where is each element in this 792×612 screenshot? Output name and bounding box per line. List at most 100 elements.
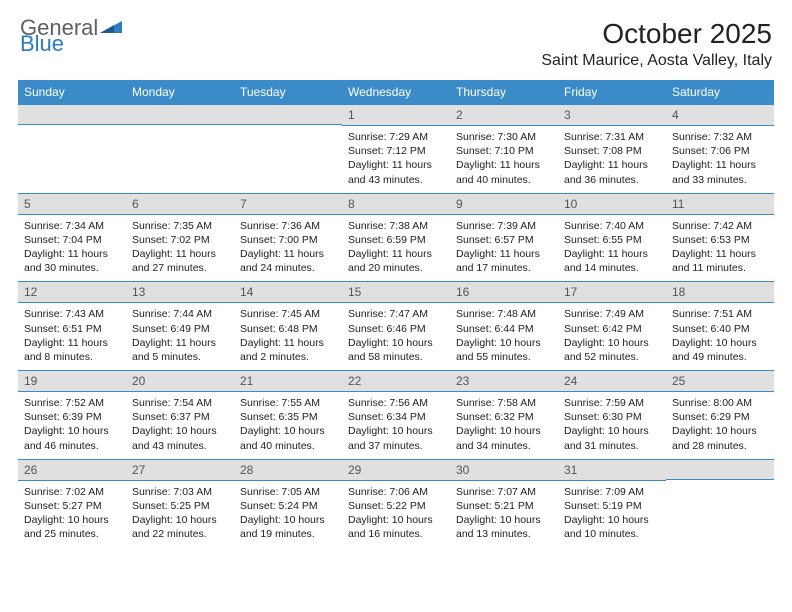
day-number: 19	[18, 371, 126, 392]
sunset-line: Sunset: 5:25 PM	[132, 499, 228, 513]
sunrise-line: Sunrise: 7:48 AM	[456, 307, 552, 321]
day-number: 6	[126, 194, 234, 215]
day-of-week-header: Saturday	[666, 80, 774, 105]
day-number: 22	[342, 371, 450, 392]
sunrise-line: Sunrise: 7:52 AM	[24, 396, 120, 410]
day-of-week-header: Friday	[558, 80, 666, 105]
month-title: October 2025	[541, 18, 772, 50]
sunset-line: Sunset: 6:40 PM	[672, 322, 768, 336]
page-header: General Blue October 2025 Saint Maurice,…	[0, 0, 792, 74]
calendar-day-cell: 7Sunrise: 7:36 AMSunset: 7:00 PMDaylight…	[234, 193, 342, 282]
day-details: Sunrise: 7:31 AMSunset: 7:08 PMDaylight:…	[558, 126, 666, 193]
daylight-line: Daylight: 11 hours and 5 minutes.	[132, 336, 228, 364]
sunrise-line: Sunrise: 7:47 AM	[348, 307, 444, 321]
daylight-line: Daylight: 11 hours and 20 minutes.	[348, 247, 444, 275]
sunrise-line: Sunrise: 7:31 AM	[564, 130, 660, 144]
day-number: 25	[666, 371, 774, 392]
sunset-line: Sunset: 7:06 PM	[672, 144, 768, 158]
sunset-line: Sunset: 7:00 PM	[240, 233, 336, 247]
sunset-line: Sunset: 6:59 PM	[348, 233, 444, 247]
daylight-line: Daylight: 10 hours and 58 minutes.	[348, 336, 444, 364]
day-details: Sunrise: 7:38 AMSunset: 6:59 PMDaylight:…	[342, 215, 450, 282]
daylight-line: Daylight: 10 hours and 46 minutes.	[24, 424, 120, 452]
calendar-table: SundayMondayTuesdayWednesdayThursdayFrid…	[18, 80, 774, 547]
sunrise-line: Sunrise: 7:42 AM	[672, 219, 768, 233]
sunset-line: Sunset: 5:21 PM	[456, 499, 552, 513]
sunrise-line: Sunrise: 7:02 AM	[24, 485, 120, 499]
calendar-day-cell: 23Sunrise: 7:58 AMSunset: 6:32 PMDayligh…	[450, 371, 558, 460]
day-details: Sunrise: 7:39 AMSunset: 6:57 PMDaylight:…	[450, 215, 558, 282]
day-details: Sunrise: 7:30 AMSunset: 7:10 PMDaylight:…	[450, 126, 558, 193]
sunrise-line: Sunrise: 7:35 AM	[132, 219, 228, 233]
sunset-line: Sunset: 5:24 PM	[240, 499, 336, 513]
daylight-line: Daylight: 11 hours and 40 minutes.	[456, 158, 552, 186]
day-details: Sunrise: 7:51 AMSunset: 6:40 PMDaylight:…	[666, 303, 774, 370]
sunset-line: Sunset: 5:22 PM	[348, 499, 444, 513]
calendar-day-cell: 5Sunrise: 7:34 AMSunset: 7:04 PMDaylight…	[18, 193, 126, 282]
sunset-line: Sunset: 5:27 PM	[24, 499, 120, 513]
day-number: 9	[450, 194, 558, 215]
sunrise-line: Sunrise: 7:40 AM	[564, 219, 660, 233]
calendar-day-cell	[18, 105, 126, 194]
day-details: Sunrise: 7:35 AMSunset: 7:02 PMDaylight:…	[126, 215, 234, 282]
sunrise-line: Sunrise: 7:43 AM	[24, 307, 120, 321]
day-number: 10	[558, 194, 666, 215]
day-details: Sunrise: 8:00 AMSunset: 6:29 PMDaylight:…	[666, 392, 774, 459]
day-number: 7	[234, 194, 342, 215]
day-details: Sunrise: 7:55 AMSunset: 6:35 PMDaylight:…	[234, 392, 342, 459]
day-details: Sunrise: 7:34 AMSunset: 7:04 PMDaylight:…	[18, 215, 126, 282]
daylight-line: Daylight: 11 hours and 17 minutes.	[456, 247, 552, 275]
day-of-week-header-row: SundayMondayTuesdayWednesdayThursdayFrid…	[18, 80, 774, 105]
calendar-day-cell: 28Sunrise: 7:05 AMSunset: 5:24 PMDayligh…	[234, 459, 342, 547]
calendar-day-cell: 29Sunrise: 7:06 AMSunset: 5:22 PMDayligh…	[342, 459, 450, 547]
sunrise-line: Sunrise: 7:56 AM	[348, 396, 444, 410]
daylight-line: Daylight: 10 hours and 28 minutes.	[672, 424, 768, 452]
sunrise-line: Sunrise: 7:09 AM	[564, 485, 660, 499]
daylight-line: Daylight: 11 hours and 8 minutes.	[24, 336, 120, 364]
sunset-line: Sunset: 6:37 PM	[132, 410, 228, 424]
day-details: Sunrise: 7:58 AMSunset: 6:32 PMDaylight:…	[450, 392, 558, 459]
sunset-line: Sunset: 6:34 PM	[348, 410, 444, 424]
daylight-line: Daylight: 10 hours and 55 minutes.	[456, 336, 552, 364]
sunset-line: Sunset: 7:10 PM	[456, 144, 552, 158]
sunset-line: Sunset: 6:35 PM	[240, 410, 336, 424]
calendar-day-cell: 2Sunrise: 7:30 AMSunset: 7:10 PMDaylight…	[450, 105, 558, 194]
daylight-line: Daylight: 11 hours and 43 minutes.	[348, 158, 444, 186]
sunrise-line: Sunrise: 7:49 AM	[564, 307, 660, 321]
day-details: Sunrise: 7:05 AMSunset: 5:24 PMDaylight:…	[234, 481, 342, 548]
day-number: 15	[342, 282, 450, 303]
day-number: 30	[450, 460, 558, 481]
calendar-day-cell: 27Sunrise: 7:03 AMSunset: 5:25 PMDayligh…	[126, 459, 234, 547]
day-number: 12	[18, 282, 126, 303]
sunset-line: Sunset: 7:04 PM	[24, 233, 120, 247]
calendar-week-row: 5Sunrise: 7:34 AMSunset: 7:04 PMDaylight…	[18, 193, 774, 282]
daylight-line: Daylight: 11 hours and 27 minutes.	[132, 247, 228, 275]
sunrise-line: Sunrise: 7:38 AM	[348, 219, 444, 233]
calendar-day-cell: 3Sunrise: 7:31 AMSunset: 7:08 PMDaylight…	[558, 105, 666, 194]
daylight-line: Daylight: 11 hours and 14 minutes.	[564, 247, 660, 275]
day-details: Sunrise: 7:29 AMSunset: 7:12 PMDaylight:…	[342, 126, 450, 193]
sunset-line: Sunset: 6:44 PM	[456, 322, 552, 336]
calendar-day-cell: 26Sunrise: 7:02 AMSunset: 5:27 PMDayligh…	[18, 459, 126, 547]
day-details: Sunrise: 7:45 AMSunset: 6:48 PMDaylight:…	[234, 303, 342, 370]
sunrise-line: Sunrise: 7:03 AM	[132, 485, 228, 499]
sunset-line: Sunset: 7:08 PM	[564, 144, 660, 158]
day-of-week-header: Tuesday	[234, 80, 342, 105]
day-number: 27	[126, 460, 234, 481]
day-details: Sunrise: 7:43 AMSunset: 6:51 PMDaylight:…	[18, 303, 126, 370]
sunrise-line: Sunrise: 7:30 AM	[456, 130, 552, 144]
sunset-line: Sunset: 6:46 PM	[348, 322, 444, 336]
calendar-week-row: 1Sunrise: 7:29 AMSunset: 7:12 PMDaylight…	[18, 105, 774, 194]
calendar-day-cell: 24Sunrise: 7:59 AMSunset: 6:30 PMDayligh…	[558, 371, 666, 460]
daylight-line: Daylight: 11 hours and 24 minutes.	[240, 247, 336, 275]
day-number: 4	[666, 105, 774, 126]
day-number: 14	[234, 282, 342, 303]
day-of-week-header: Monday	[126, 80, 234, 105]
day-number: 13	[126, 282, 234, 303]
sunset-line: Sunset: 6:39 PM	[24, 410, 120, 424]
title-block: October 2025 Saint Maurice, Aosta Valley…	[541, 18, 772, 70]
calendar-day-cell	[666, 459, 774, 547]
daylight-line: Daylight: 10 hours and 40 minutes.	[240, 424, 336, 452]
sunrise-line: Sunrise: 7:32 AM	[672, 130, 768, 144]
daylight-line: Daylight: 10 hours and 13 minutes.	[456, 513, 552, 541]
